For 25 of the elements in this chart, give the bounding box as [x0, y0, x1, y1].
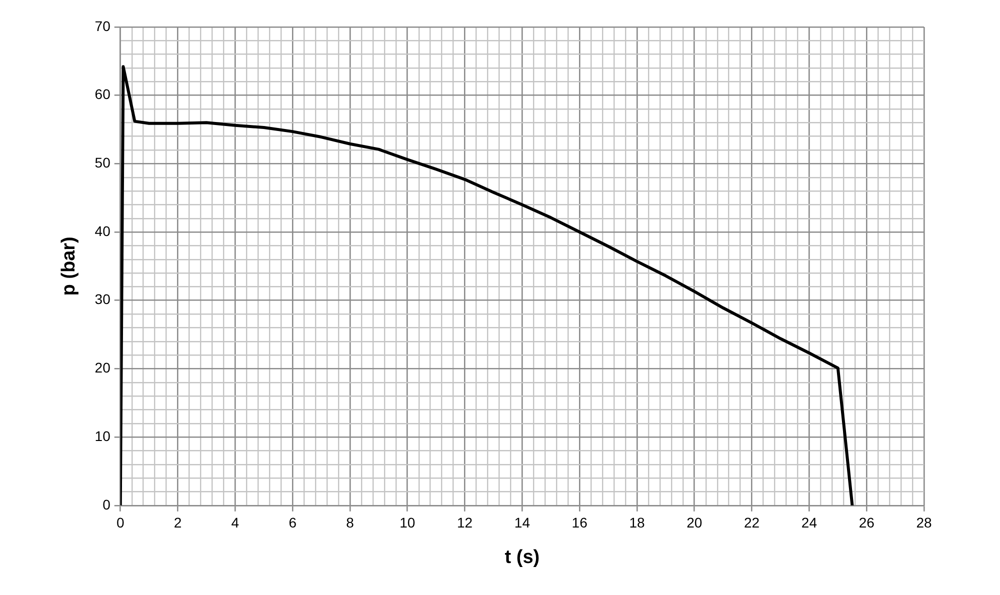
y-tick-label: 50 [94, 154, 111, 171]
x-tick-label: 16 [572, 514, 588, 531]
y-tick-label: 0 [102, 496, 111, 512]
x-tick-label: 20 [686, 514, 702, 531]
x-tick-label: 24 [801, 514, 818, 531]
x-tick-label: 2 [174, 514, 182, 531]
y-axis-title: p (bar) [58, 236, 80, 296]
x-tick-label: 0 [116, 514, 124, 531]
y-tick-label: 10 [94, 428, 111, 444]
y-tick-label: 20 [94, 360, 111, 376]
x-tick-label: 18 [629, 514, 645, 531]
x-tick-label: 6 [288, 514, 297, 531]
x-tick-label: 28 [916, 514, 932, 531]
x-tick-label: 26 [858, 514, 875, 531]
x-tick-label: 8 [346, 514, 354, 531]
y-tick-label: 30 [94, 291, 111, 308]
y-tick-label: 60 [94, 86, 111, 102]
x-tick-label: 22 [744, 514, 760, 531]
x-tick-label: 10 [400, 514, 416, 531]
y-tick-label: 40 [94, 222, 111, 239]
x-tick-label: 12 [456, 514, 473, 531]
x-axis-title: t (s) [504, 546, 540, 568]
x-tick-label: 14 [514, 514, 530, 531]
x-tick-label: 4 [231, 514, 240, 531]
y-tick-label: 70 [94, 18, 111, 34]
